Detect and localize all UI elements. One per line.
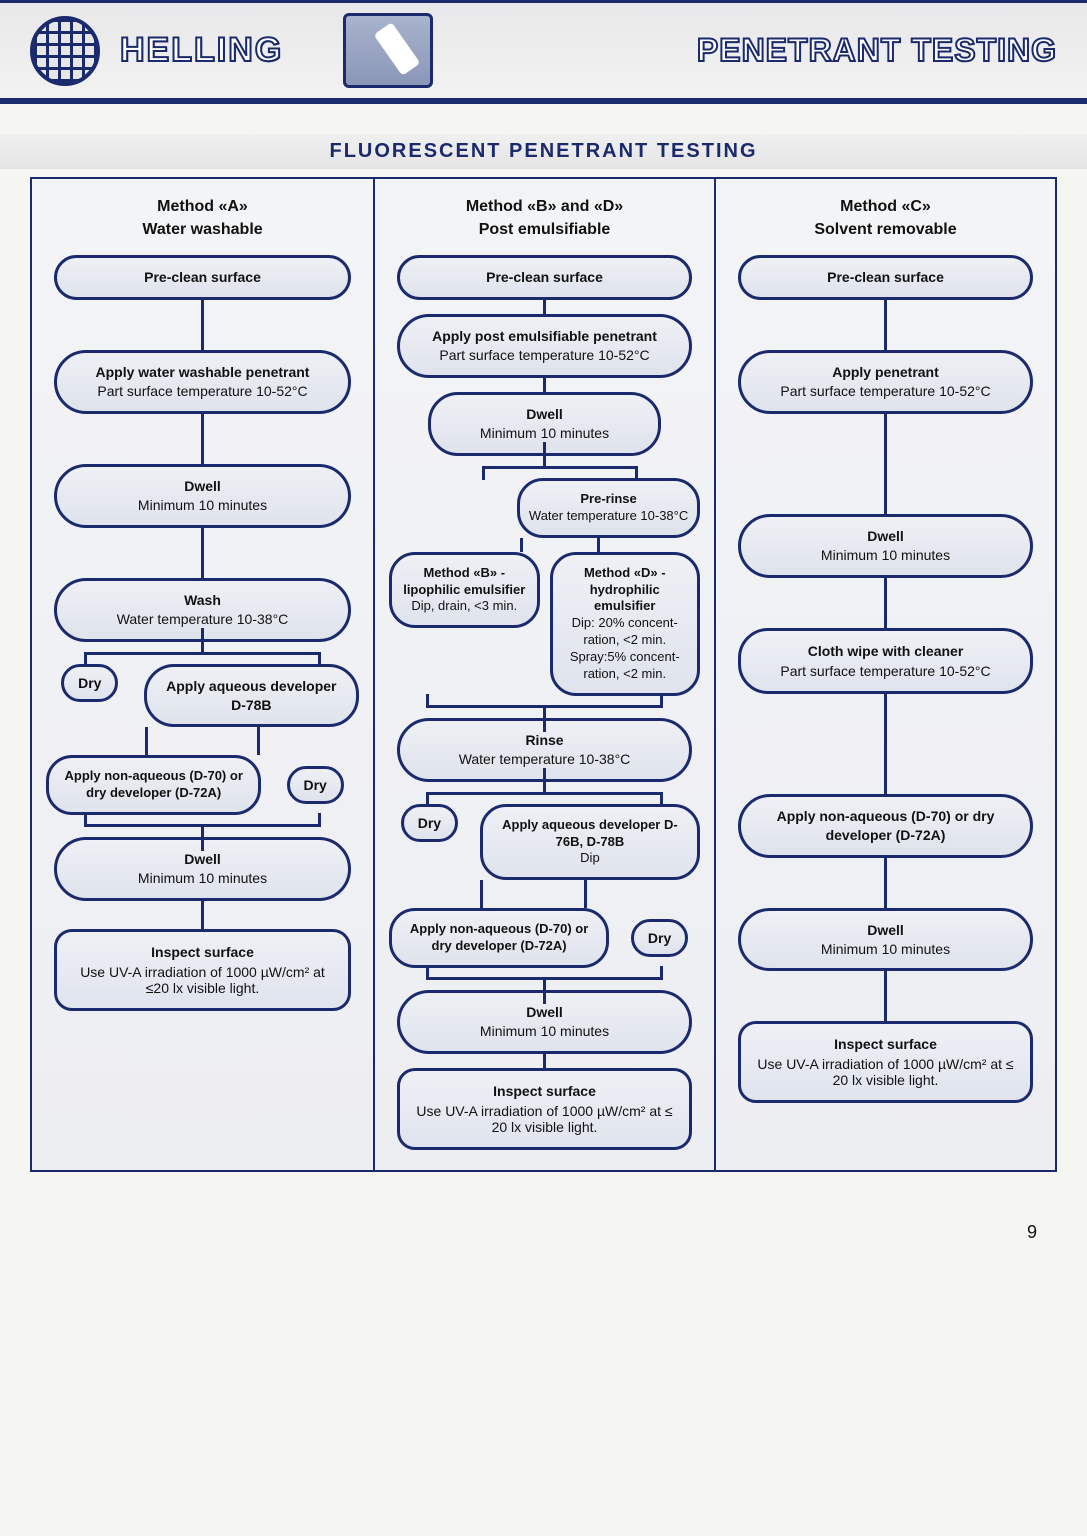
- a-wash-sub: Water temperature 10-38°C: [117, 611, 289, 627]
- b-methodB-title: Method «B» - lipophilic emulsifier: [400, 565, 529, 599]
- b-merge-rinse: [389, 696, 700, 718]
- c-nonaq-label: Apply non-aqueous (D-70) or dry develope…: [753, 807, 1018, 845]
- c-dwell1-sub: Minimum 10 minutes: [821, 547, 950, 563]
- b-preclean-label: Pre-clean surface: [412, 268, 677, 287]
- a-inspect-title: Inspect surface: [71, 944, 334, 960]
- col-c-title: Method «C»: [840, 198, 931, 215]
- b-dwell1-title: Dwell: [443, 405, 646, 424]
- b-rinse-sub: Water temperature 10-38°C: [459, 751, 631, 767]
- a-apply-title: Apply water washable penetrant: [69, 363, 336, 382]
- b-aqdev-title: Apply aqueous developer D-76B, D-78B: [491, 817, 689, 851]
- b-methodD-sub: Dip: 20% concent-ration, <2 min. Spray:5…: [570, 615, 680, 681]
- a-dry-2: Dry: [287, 766, 344, 804]
- c-inspect-title: Inspect surface: [755, 1036, 1016, 1052]
- b-apply-sub: Part surface temperature 10-52°C: [439, 347, 649, 363]
- a-nonaq-label: Apply non-aqueous (D-70) or dry develope…: [57, 768, 250, 802]
- b-prerinse-title: Pre-rinse: [528, 491, 689, 508]
- b-methodD-title: Method «D» - hydrophilic emulsifier: [561, 565, 690, 616]
- a-dwell1-sub: Minimum 10 minutes: [138, 497, 267, 513]
- a-dwell2-sub: Minimum 10 minutes: [138, 870, 267, 886]
- b-rinse-title: Rinse: [412, 731, 677, 750]
- c-inspect: Inspect surface Use UV-A irradiation of …: [738, 1021, 1033, 1103]
- column-method-c: Method «C» Solvent removable Pre-clean s…: [714, 179, 1055, 1170]
- a-nonaq-dev: Apply non-aqueous (D-70) or dry develope…: [46, 755, 261, 815]
- page-header: HELLING PENETRANT TESTING: [0, 0, 1087, 104]
- b-aqueous-dev: Apply aqueous developer D-76B, D-78B Dip: [480, 804, 700, 881]
- b-apply-title: Apply post emulsifiable penetrant: [412, 327, 677, 346]
- a-apply-penetrant: Apply water washable penetrant Part surf…: [54, 350, 351, 414]
- b-dry-1: Dry: [401, 804, 458, 842]
- b-method-d-emulsifier: Method «D» - hydrophilic emulsifier Dip:…: [550, 552, 701, 696]
- b-prerinse-sub: Water temperature 10-38°C: [529, 508, 688, 523]
- flowchart: Method «A» Water washable Pre-clean surf…: [30, 177, 1057, 1172]
- col-a-header: Method «A» Water washable: [46, 189, 359, 255]
- b-branch-prerinse: [389, 456, 700, 478]
- page-title: PENETRANT TESTING: [697, 32, 1057, 69]
- b-merge-dwell: [389, 968, 700, 990]
- c-dwell2-sub: Minimum 10 minutes: [821, 941, 950, 957]
- b-dwell2-title: Dwell: [412, 1003, 677, 1022]
- a-inspect: Inspect surface Use UV-A irradiation of …: [54, 929, 351, 1011]
- a-dwell2-title: Dwell: [69, 850, 336, 869]
- col-b-subtitle: Post emulsifiable: [389, 218, 700, 241]
- page-number: 9: [0, 1202, 1087, 1273]
- a-inspect-sub: Use UV-A irradiation of 1000 µW/cm² at ≤…: [80, 964, 325, 996]
- c-inspect-sub: Use UV-A irradiation of 1000 µW/cm² at ≤…: [757, 1056, 1013, 1088]
- a-preclean-label: Pre-clean surface: [69, 268, 336, 287]
- b-dry-2: Dry: [631, 919, 688, 957]
- col-c-subtitle: Solvent removable: [730, 218, 1041, 241]
- c-wipe-title: Cloth wipe with cleaner: [755, 643, 1016, 659]
- b-dwell2-sub: Minimum 10 minutes: [480, 1023, 609, 1039]
- b-aqdev-sub: Dip: [580, 850, 600, 865]
- a-merge: [46, 815, 359, 837]
- globe-logo-icon: [30, 16, 100, 86]
- a-dry-1: Dry: [61, 664, 118, 702]
- a-wash-title: Wash: [69, 591, 336, 610]
- b-inspect: Inspect surface Use UV-A irradiation of …: [397, 1068, 692, 1150]
- col-b-header: Method «B» and «D» Post emulsifiable: [389, 189, 700, 255]
- col-a-title: Method «A»: [157, 198, 248, 215]
- c-dwell1-title: Dwell: [753, 527, 1018, 546]
- section-title: FLUORESCENT PENETRANT TESTING: [0, 134, 1087, 169]
- b-dwell1-sub: Minimum 10 minutes: [480, 425, 609, 441]
- a-dwell-1: Dwell Minimum 10 minutes: [54, 464, 351, 528]
- c-dwell-1: Dwell Minimum 10 minutes: [738, 514, 1033, 578]
- b-preclean: Pre-clean surface: [397, 255, 692, 300]
- c-dwell2-title: Dwell: [753, 921, 1018, 940]
- b-apply-penetrant: Apply post emulsifiable penetrant Part s…: [397, 314, 692, 378]
- c-apply-title: Apply penetrant: [753, 363, 1018, 382]
- col-a-subtitle: Water washable: [46, 218, 359, 241]
- spray-can-icon: [343, 13, 433, 88]
- b-nonaq-label: Apply non-aqueous (D-70) or dry develope…: [400, 921, 598, 955]
- b-inspect-sub: Use UV-A irradiation of 1000 µW/cm² at ≤…: [416, 1103, 672, 1135]
- c-nonaq-dev: Apply non-aqueous (D-70) or dry develope…: [738, 794, 1033, 858]
- b-methodB-sub: Dip, drain, <3 min.: [411, 598, 517, 613]
- b-branch-dev: [389, 782, 700, 804]
- c-preclean: Pre-clean surface: [738, 255, 1033, 300]
- c-wipe-sub: Part surface temperature 10-52°C: [780, 663, 990, 679]
- b-inspect-title: Inspect surface: [414, 1083, 675, 1099]
- c-apply-sub: Part surface temperature 10-52°C: [780, 383, 990, 399]
- column-method-a: Method «A» Water washable Pre-clean surf…: [32, 179, 373, 1170]
- c-dwell-2: Dwell Minimum 10 minutes: [738, 908, 1033, 972]
- a-aqueous-dev-label: Apply aqueous developer D-78B: [159, 677, 344, 715]
- col-b-title: Method «B» and «D»: [466, 198, 623, 215]
- a-apply-sub: Part surface temperature 10-52°C: [97, 383, 307, 399]
- a-dwell1-title: Dwell: [69, 477, 336, 496]
- b-prerinse: Pre-rinse Water temperature 10-38°C: [517, 478, 700, 538]
- a-aqueous-dev: Apply aqueous developer D-78B: [144, 664, 359, 728]
- brand-name: HELLING: [120, 31, 283, 70]
- column-method-bd: Method «B» and «D» Post emulsifiable Pre…: [373, 179, 714, 1170]
- c-apply-penetrant: Apply penetrant Part surface temperature…: [738, 350, 1033, 414]
- c-preclean-label: Pre-clean surface: [753, 268, 1018, 287]
- a-preclean: Pre-clean surface: [54, 255, 351, 300]
- b-method-b-emulsifier: Method «B» - lipophilic emulsifier Dip, …: [389, 552, 540, 629]
- c-cloth-wipe: Cloth wipe with cleaner Part surface tem…: [738, 628, 1033, 694]
- a-branch-1: [46, 642, 359, 664]
- col-c-header: Method «C» Solvent removable: [730, 189, 1041, 255]
- b-nonaq-dev: Apply non-aqueous (D-70) or dry develope…: [389, 908, 609, 968]
